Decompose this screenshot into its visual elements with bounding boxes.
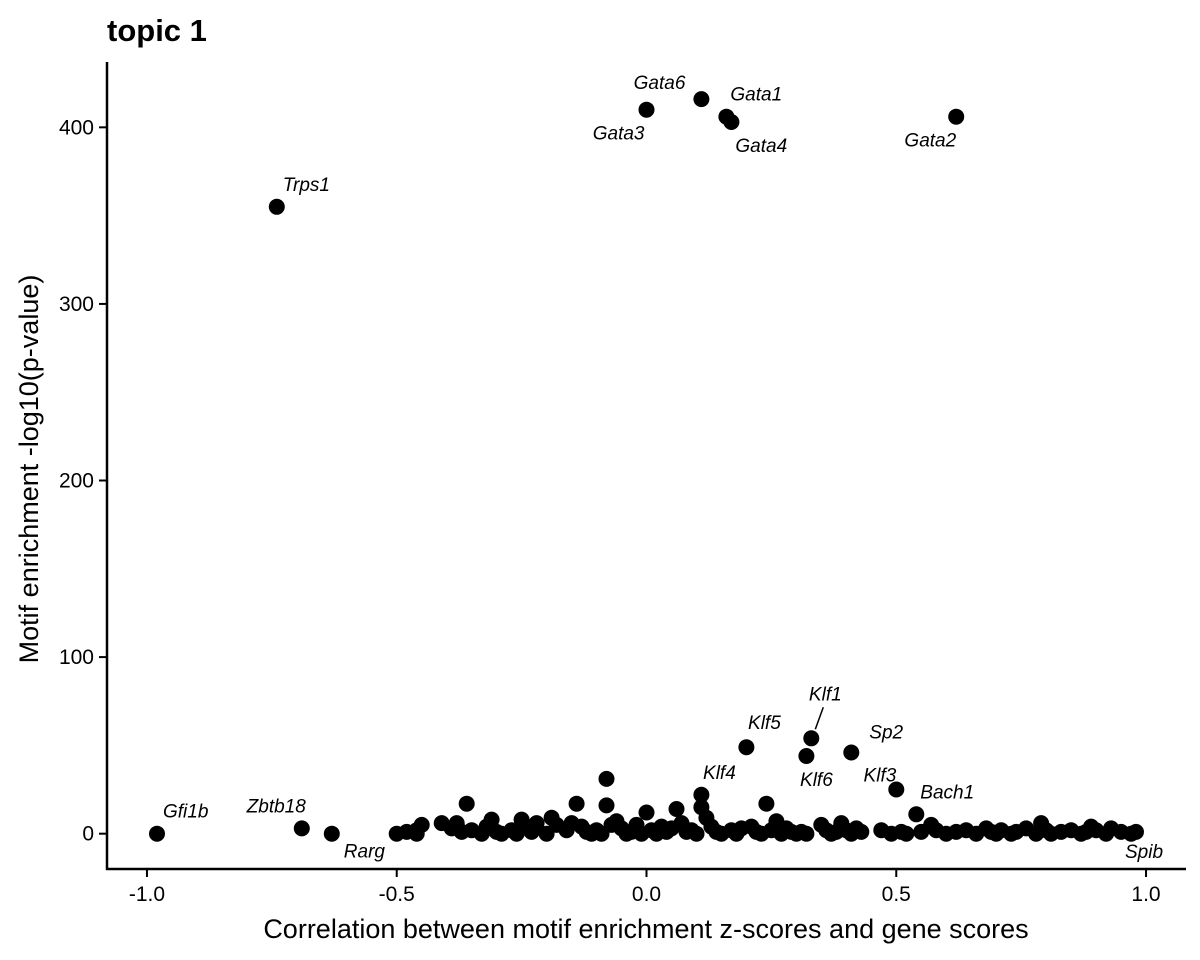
y-tick-label: 400 xyxy=(59,116,94,139)
point-label-klf3: Klf3 xyxy=(864,766,897,787)
data-point xyxy=(638,804,655,821)
points-layer xyxy=(149,91,1144,842)
point-label-gata6: Gata6 xyxy=(634,73,686,94)
data-point xyxy=(598,770,615,787)
data-point-klf4 xyxy=(693,786,710,803)
data-point-gata6 xyxy=(693,91,710,108)
data-point xyxy=(758,795,775,812)
data-point xyxy=(668,801,685,817)
data-point xyxy=(458,795,475,812)
data-point xyxy=(853,823,870,840)
data-point xyxy=(483,811,500,828)
y-axis-label: Motif enrichment -log10(p-value) xyxy=(14,275,44,664)
data-point-klf3 xyxy=(888,781,905,798)
chart-title: topic 1 xyxy=(107,13,207,48)
point-label-sp2: Sp2 xyxy=(869,723,903,744)
point-label-rarg: Rarg xyxy=(344,842,386,863)
data-point-bach1 xyxy=(908,806,925,823)
data-point xyxy=(898,825,915,842)
x-tick-label: 0.5 xyxy=(882,883,911,906)
data-point-rarg xyxy=(323,825,340,842)
y-tick-label: 100 xyxy=(59,646,94,669)
y-tick-label: 300 xyxy=(59,293,94,316)
y-axis-ticks: 0 100 200 300 400 xyxy=(59,116,107,846)
y-tick-label: 0 xyxy=(82,823,94,846)
point-label-gata2: Gata2 xyxy=(904,131,956,152)
point-label-klf4: Klf4 xyxy=(703,763,736,784)
point-labels-layer: Gata6 Gata1 Gata3 Gata4 Gata2 Trps1 Klf1 Klf5 Sp… xyxy=(163,73,1163,863)
data-point xyxy=(688,825,705,842)
klf1-leader-line xyxy=(814,707,825,730)
point-label-gata4: Gata4 xyxy=(735,136,787,157)
data-point-klf1 xyxy=(803,730,820,747)
data-point-trps1 xyxy=(268,198,285,215)
point-label-zbtb18: Zbtb18 xyxy=(246,796,307,817)
data-point xyxy=(798,825,815,842)
data-point-klf5 xyxy=(738,739,755,756)
x-axis-ticks: -1.0 -0.5 0.0 0.5 1.0 xyxy=(129,869,1161,906)
data-point xyxy=(598,797,615,814)
x-tick-label: -0.5 xyxy=(379,883,415,906)
point-label-bach1: Bach1 xyxy=(920,782,974,803)
data-point xyxy=(528,815,545,832)
point-label-gata1: Gata1 xyxy=(730,85,782,106)
data-point-gata2 xyxy=(948,108,965,125)
x-tick-label: -1.0 xyxy=(129,883,165,906)
point-label-klf5: Klf5 xyxy=(748,713,781,734)
x-tick-label: 0.0 xyxy=(632,883,661,906)
data-point-klf6 xyxy=(798,748,815,764)
point-label-gata3: Gata3 xyxy=(593,124,645,145)
data-point-sp2 xyxy=(843,744,860,761)
data-point-gata4 xyxy=(723,114,740,130)
point-label-klf1: Klf1 xyxy=(809,684,842,705)
point-label-klf6: Klf6 xyxy=(800,770,833,791)
data-point xyxy=(568,795,585,812)
data-point xyxy=(413,816,430,833)
data-point-spib xyxy=(1128,823,1144,840)
point-label-spib: Spib xyxy=(1125,842,1163,863)
point-label-gfi1b: Gfi1b xyxy=(163,802,208,823)
data-point-zbtb18 xyxy=(293,820,310,837)
x-tick-label: 1.0 xyxy=(1131,883,1160,906)
data-point-gfi1b xyxy=(149,825,165,842)
data-point-gata3 xyxy=(638,101,655,118)
x-axis-label: Correlation between motif enrichment z-s… xyxy=(263,914,1028,944)
y-tick-label: 200 xyxy=(59,470,94,493)
point-label-trps1: Trps1 xyxy=(283,175,330,196)
